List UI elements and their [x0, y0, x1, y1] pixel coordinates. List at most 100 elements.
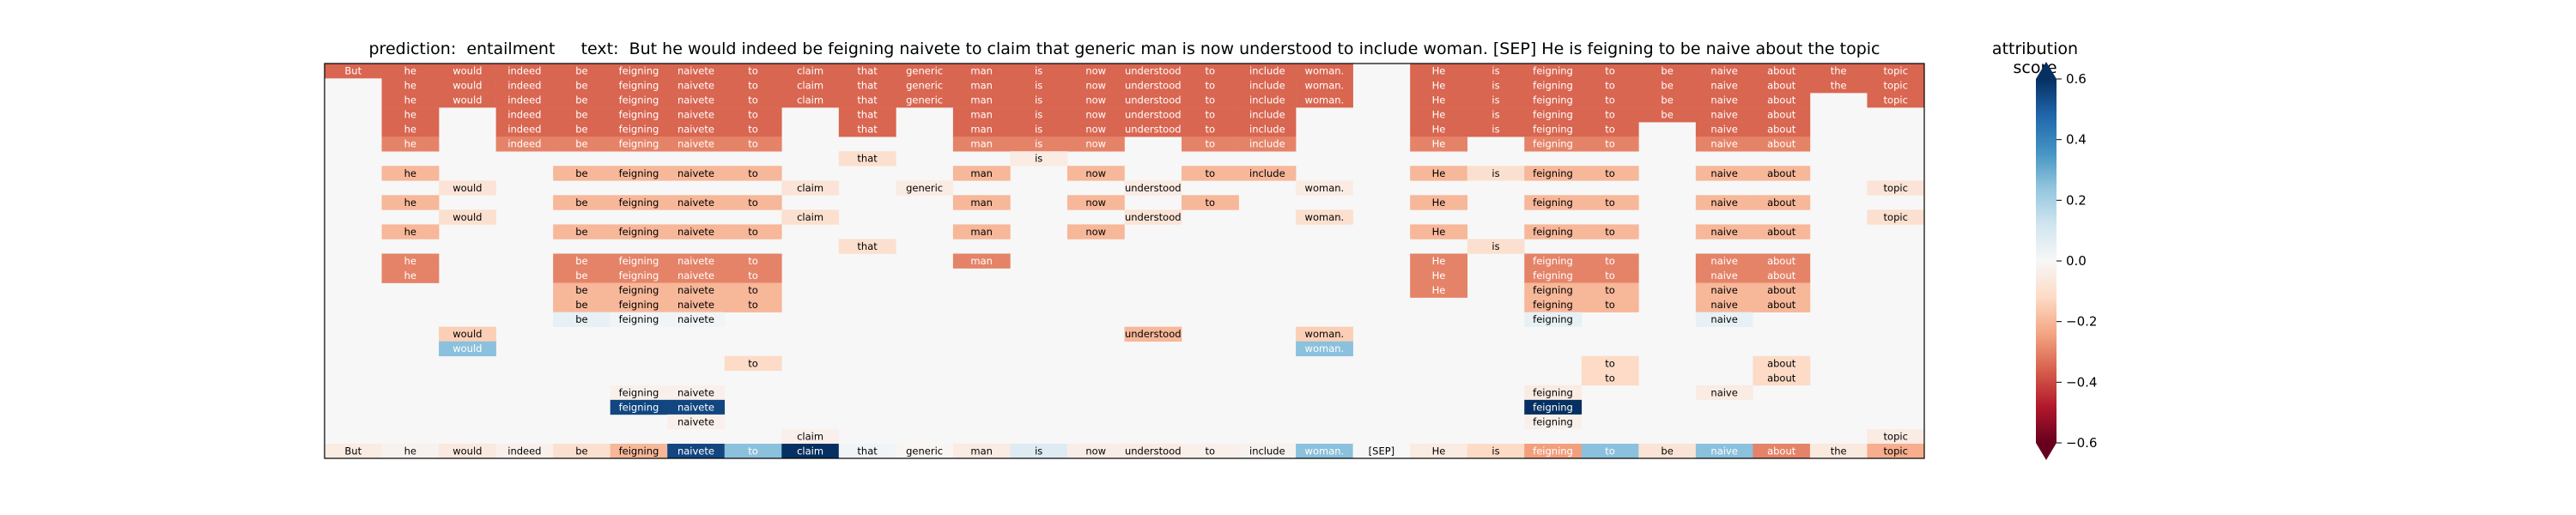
cell-r2-c25-rect — [1753, 93, 1811, 108]
cell-r13-c25-label: about — [1767, 255, 1796, 267]
cell-r22-c6-rect — [667, 385, 726, 401]
cell-r1-c3-label: indeed — [507, 80, 541, 92]
cell-r7-c7-label: to — [748, 167, 758, 179]
cell-r4-c22-label: to — [1605, 124, 1615, 136]
cell-r13-c7-rect — [724, 253, 782, 269]
cell-r4-c14-label: understood — [1125, 124, 1182, 136]
cell-r0-c12-rect — [1010, 64, 1068, 79]
cell-r4-c5-label: feigning — [619, 124, 659, 136]
cell-r3-c6-label: naivete — [677, 109, 714, 121]
cell-r14-c22-label: to — [1605, 270, 1615, 282]
cell-r3-c16-label: include — [1249, 109, 1285, 121]
cell-r9-c11-rect — [952, 195, 1011, 210]
colorbar-tick-label-6: −0.6 — [2066, 435, 2097, 451]
cell-r0-c15-rect — [1182, 64, 1239, 79]
cell-r0-c22-rect — [1581, 64, 1639, 79]
cell-r1-c5-rect — [610, 78, 668, 94]
cell-r7-c13-label: now — [1085, 167, 1106, 179]
cell-r13-c21-label: feigning — [1533, 255, 1573, 267]
cell-r13-c24-rect — [1695, 253, 1753, 269]
cell-r4-c22-rect — [1581, 122, 1639, 137]
cell-r11-c11-rect — [952, 224, 1011, 239]
cell-r7-c20-rect — [1467, 166, 1525, 181]
cell-r21-c22-label: to — [1605, 372, 1615, 384]
cell-r0-c16-rect — [1238, 64, 1297, 79]
cell-r2-c20-rect — [1467, 93, 1525, 108]
cell-r11-c21-label: feigning — [1533, 226, 1573, 238]
cell-r0-c15-label: to — [1206, 65, 1216, 77]
cell-r2-c7-rect — [724, 93, 782, 108]
cell-r5-c22-rect — [1581, 136, 1639, 152]
cell-r2-c10-label: generic — [906, 94, 943, 106]
cell-r0-c8-label: claim — [797, 65, 823, 77]
cell-r5-c22-label: to — [1605, 138, 1615, 150]
final-cell-c18-label: [SEP] — [1369, 445, 1394, 457]
cell-r8-c2-rect — [439, 180, 496, 196]
cell-r3-c5-label: feigning — [619, 109, 659, 121]
final-cell-c15-rect — [1182, 443, 1239, 459]
cell-r0-c3-label: indeed — [507, 65, 541, 77]
final-cell-c1-rect — [381, 443, 440, 459]
cell-r14-c5-label: feigning — [619, 270, 659, 282]
cell-r1-c21-label: feigning — [1533, 80, 1573, 92]
cell-r5-c13-rect — [1066, 136, 1125, 152]
cell-r1-c25-rect — [1753, 78, 1811, 94]
cell-r3-c4-rect — [553, 107, 611, 123]
cell-r0-c6-rect — [667, 64, 726, 79]
final-cell-c14-label: understood — [1125, 445, 1182, 457]
cell-r13-c4-label: be — [575, 255, 587, 267]
cell-r8-c8-rect — [781, 180, 840, 196]
cell-r25-c27-rect — [1867, 428, 1925, 445]
final-cell-c25-rect — [1753, 443, 1811, 459]
cell-r3-c5-rect — [610, 107, 668, 123]
cell-r3-c12-label: is — [1035, 109, 1042, 121]
cell-r2-c23-label: be — [1661, 94, 1673, 106]
cell-r16-c5-label: feigning — [619, 299, 659, 311]
cell-r15-c19-rect — [1410, 282, 1468, 298]
cell-r4-c7-rect — [724, 122, 782, 137]
cell-r2-c5-label: feigning — [619, 94, 659, 106]
cell-r0-c17-rect — [1296, 64, 1353, 79]
cell-r5-c5-rect — [610, 136, 668, 152]
cell-r17-c24-label: naive — [1710, 313, 1737, 325]
cell-r2-c3-label: indeed — [507, 94, 541, 106]
cell-r18-c17-label: woman. — [1305, 328, 1345, 340]
final-cell-c18-rect — [1352, 443, 1411, 459]
cell-r21-c25-rect — [1753, 370, 1811, 386]
cell-r15-c19-label: He — [1432, 284, 1446, 296]
cell-r5-c21-label: feigning — [1533, 138, 1573, 150]
final-cell-c3-rect — [495, 443, 554, 459]
cell-r14-c19-rect — [1410, 268, 1468, 283]
cell-r8-c10-label: generic — [906, 182, 943, 194]
cell-r14-c6-rect — [667, 268, 726, 283]
cell-r17-c6-rect — [667, 312, 726, 327]
cell-r13-c1-label: he — [404, 255, 416, 267]
final-cell-c22-label: to — [1605, 445, 1615, 457]
cell-r3-c7-rect — [724, 107, 782, 123]
cell-r1-c1-label: he — [404, 80, 416, 92]
cell-r15-c6-label: naivete — [677, 284, 714, 296]
cell-r4-c24-rect — [1695, 122, 1753, 137]
cell-r15-c22-rect — [1581, 282, 1639, 298]
cell-r1-c14-rect — [1124, 78, 1182, 94]
cell-r9-c6-rect — [667, 195, 726, 210]
cell-r1-c2-label: would — [453, 80, 482, 92]
cell-r22-c21-label: feigning — [1533, 386, 1573, 398]
cell-r10-c17-rect — [1296, 209, 1353, 225]
heatmap-cells: But he would indeed be feigning naivete to claim… — [325, 64, 1925, 459]
final-cell-c2-label: would — [453, 445, 482, 457]
cell-r14-c1-label: he — [404, 270, 416, 282]
cell-r0-c14-rect — [1124, 64, 1182, 79]
cell-r1-c4-rect — [553, 78, 611, 94]
cell-r20-c25-label: about — [1767, 357, 1796, 369]
cell-r20-c25-rect — [1753, 355, 1811, 372]
cell-r1-c15-rect — [1182, 78, 1239, 94]
cell-r5-c21-rect — [1524, 136, 1583, 152]
heatmap-frame — [324, 63, 1925, 459]
final-cell-c4-label: be — [575, 445, 587, 457]
final-cell-c1-label: he — [404, 445, 416, 457]
cell-r5-c6-rect — [667, 136, 726, 152]
cell-r8-c17-label: woman. — [1305, 182, 1345, 194]
cell-r2-c10-rect — [896, 93, 954, 108]
cell-r3-c20-label: is — [1492, 109, 1499, 121]
